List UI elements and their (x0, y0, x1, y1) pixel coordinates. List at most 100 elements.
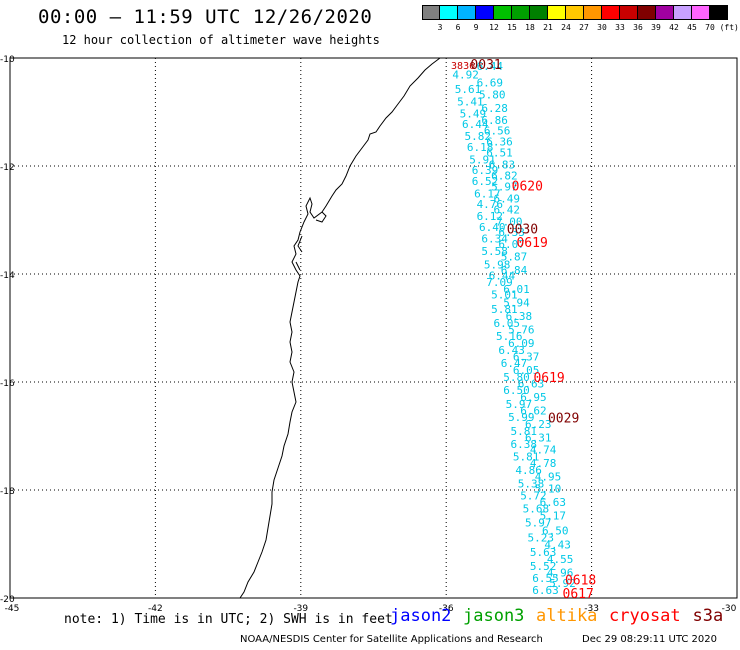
wave-height-label: 6.01 (503, 283, 530, 296)
wave-height-label: 6.50 (542, 524, 569, 537)
wave-height-label: 7.00 (496, 215, 523, 228)
wave-height-label: 6.63 (518, 377, 545, 390)
longitude-tick-label: -33 (584, 604, 599, 614)
wave-height-label: 6.28 (481, 102, 508, 115)
pass-time-label: 0620 (512, 179, 543, 194)
wave-height-label: 6.63 (540, 496, 567, 509)
satellite-jason2: jason2 (390, 606, 452, 626)
pass-time-label: 0617 (563, 587, 594, 602)
wave-height-label: 6.09 (508, 337, 535, 350)
wave-height-label: 5.99 (508, 411, 535, 424)
wave-height-label: 5.17 (540, 510, 567, 523)
legend-swatch (548, 5, 566, 20)
wave-height-label: 5.97 (525, 517, 552, 530)
wave-height-label: 5.94 (503, 296, 530, 309)
wave-height-label: 6.52 (472, 175, 499, 188)
latitude-tick-label: -18 (0, 487, 15, 497)
legend-swatch (566, 5, 584, 20)
longitude-tick-label: -45 (5, 604, 20, 614)
wave-height-label: 5.38 (518, 477, 545, 490)
legend-border (422, 5, 728, 20)
wave-height-label: 5.68 (523, 503, 550, 516)
wave-height-label: 5.10 (535, 483, 562, 496)
legend-label: 27 (579, 23, 589, 32)
wave-height-label: 6.38 (510, 438, 537, 451)
wave-height-label: 5.63 (530, 546, 557, 559)
legend-label: 70 (ft) (705, 23, 739, 32)
wave-height-label: 6.44 (489, 269, 516, 282)
pass-time-label: 0619 (516, 236, 547, 251)
wave-height-label: 5.61 (455, 83, 482, 96)
wave-height-label: 6.47 (501, 357, 528, 370)
wave-height-label: 6.49 (494, 193, 521, 206)
wave-height-label: 5.98 (484, 259, 511, 272)
wave-height-label: 4.76 (477, 198, 504, 211)
latitude-tick-label: -12 (0, 163, 15, 173)
wave-height-label: 6.31 (525, 431, 552, 444)
legend-swatch (638, 5, 656, 20)
longitude-tick-label: -36 (439, 604, 454, 614)
legend-swatch (440, 5, 458, 20)
wave-height-label: 5.97 (491, 180, 518, 193)
wave-height-label: 5.80 (503, 371, 530, 384)
legend-swatch (494, 5, 512, 20)
wave-height-label: 7.09 (486, 276, 513, 289)
wave-height-label: 6.23 (525, 418, 552, 431)
wave-height-label: 6.36 (486, 135, 513, 148)
wave-height-label: 5.23 (527, 531, 554, 544)
wave-height-label: 6.82 (491, 170, 518, 183)
wave-height-label: 4.74 (530, 443, 557, 456)
wave-height-label: 6.33 (498, 226, 525, 239)
wave-height-label: 6.86 (481, 114, 508, 127)
wave-height-label: 6.95 (520, 391, 547, 404)
legend-swatch (422, 5, 440, 20)
legend-label: 24 (561, 23, 571, 32)
wave-height-label: 6.12 (477, 210, 504, 223)
legend-label: 33 (615, 23, 625, 32)
wave-height-label: 5.58 (481, 245, 508, 258)
wave-height-label: 6.83 (489, 159, 516, 172)
legend-swatch (512, 5, 530, 20)
legend-swatch (530, 5, 548, 20)
satellite-s3a: s3a (692, 606, 724, 626)
wave-height-label: 5.52 (530, 560, 557, 573)
legend-label: 12 (489, 23, 499, 32)
legend-label: 39 (651, 23, 661, 32)
wave-height-label: 6.17 (474, 187, 501, 200)
legend-swatch (620, 5, 638, 20)
pass-time-label: 0618 (565, 574, 596, 589)
wave-height-label: 6.50 (503, 384, 530, 397)
pass-time-label: 0619 (533, 371, 564, 386)
latitude-tick-label: -16 (0, 379, 15, 389)
wave-height-label: 6.05 (494, 317, 521, 330)
footer-timestamp: Dec 29 08:29:11 UTC 2020 (582, 634, 717, 645)
wave-height-label: 4.95 (535, 470, 562, 483)
wave-height-label: 4.55 (547, 553, 574, 566)
legend-label: 21 (543, 23, 553, 32)
wave-height-label: 4.86 (515, 464, 542, 477)
legend-label: 30 (597, 23, 607, 32)
legend-swatch (602, 5, 620, 20)
legend-swatch (584, 5, 602, 20)
wave-height-label: 5.01 (491, 288, 518, 301)
wave-height-label: 5.72 (520, 490, 547, 503)
wave-height-label: 5.87 (501, 251, 528, 264)
wave-height-label: 5.41 (457, 96, 484, 109)
legend-label: 36 (633, 23, 643, 32)
wave-height-label: 5.91 (469, 153, 496, 166)
wave-height-label: 6.39 (472, 164, 499, 177)
pass-time-label: 0029 (548, 412, 579, 427)
wave-height-values: 6.444.926.695.615.805.416.285.496.866.44… (452, 60, 575, 597)
legend-swatch (674, 5, 692, 20)
wave-height-label: 6.69 (477, 77, 504, 90)
wave-height-label: 5.16 (496, 330, 523, 343)
wave-height-label: 5.81 (491, 303, 518, 316)
legend-label: 3 (437, 23, 443, 32)
pass-time-label: 0030 (507, 223, 538, 238)
coastline (239, 57, 441, 599)
legend-label: 15 (507, 23, 517, 32)
wave-height-label: 5.80 (479, 89, 506, 102)
legend-label: 42 (669, 23, 679, 32)
wave-height-label: 5.81 (510, 425, 537, 438)
